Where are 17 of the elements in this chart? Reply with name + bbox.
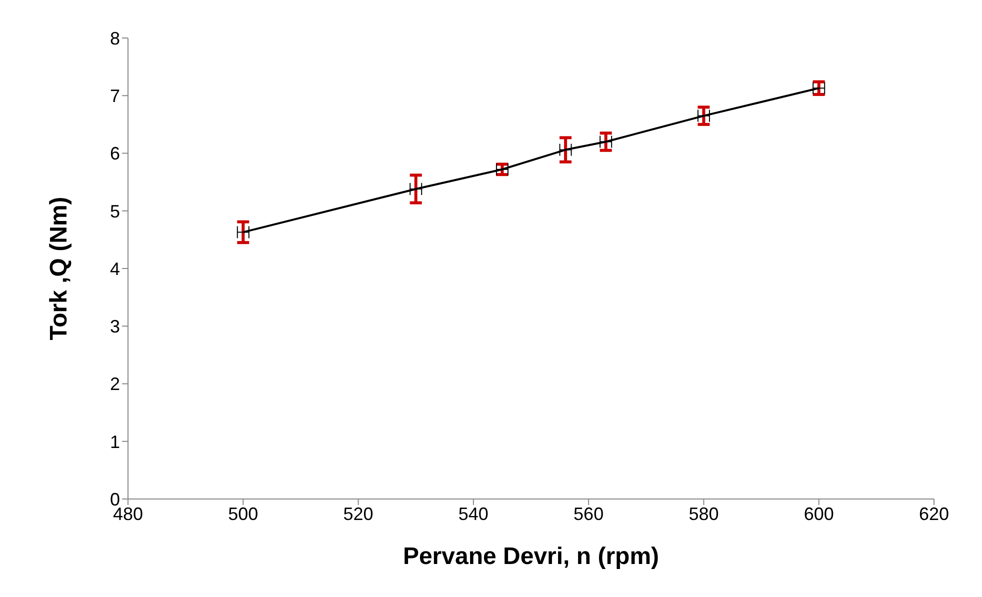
x-tick-label: 580 [688, 504, 719, 524]
y-tick-label: 2 [110, 374, 120, 394]
y-axis-title: Tork ,Q (Nm) [46, 196, 73, 340]
y-tick-label: 4 [110, 258, 120, 279]
y-tick-label: 8 [110, 28, 120, 48]
x-tick-label: 520 [343, 504, 374, 524]
x-tick-label: 540 [458, 504, 488, 524]
y-tick-label: 1 [110, 432, 120, 452]
y-tick-label: 3 [110, 316, 120, 337]
x-axis-title: Pervane Devri, n (rpm) [402, 543, 660, 570]
x-tick-label: 500 [228, 504, 258, 524]
y-tick-label: 6 [110, 144, 120, 164]
x-tick-label: 600 [804, 504, 834, 524]
y-tick-label: 5 [110, 201, 120, 222]
y-tick-label: 7 [110, 86, 120, 106]
x-tick-label: 560 [574, 504, 604, 524]
x-tick-label: 620 [918, 504, 950, 524]
